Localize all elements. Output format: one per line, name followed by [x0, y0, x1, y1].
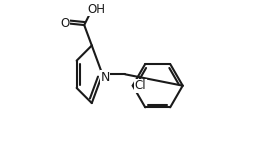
Text: OH: OH [87, 3, 105, 16]
Text: N: N [100, 71, 110, 84]
Text: Cl: Cl [134, 79, 146, 92]
Text: O: O [61, 17, 70, 30]
